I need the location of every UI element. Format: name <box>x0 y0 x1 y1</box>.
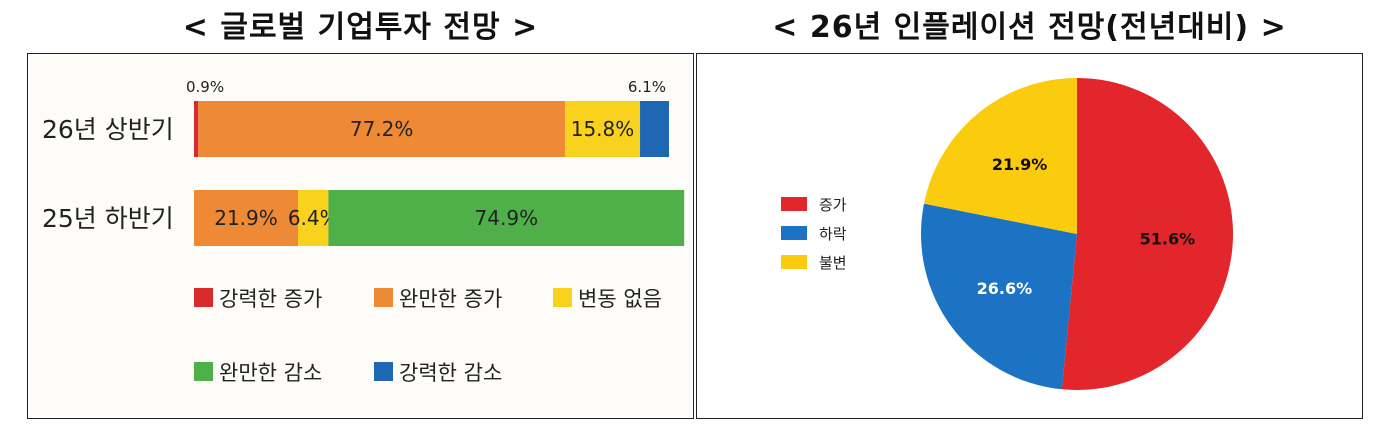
pie-legend-label-하락: 하락 <box>819 225 847 243</box>
legend-label-완만한-증가: 완만한 증가 <box>399 287 502 311</box>
chart-title-investment: < 글로벌 기업투자 전망 > <box>182 10 539 45</box>
data-label-26년-상반기-완만한-증가: 77.2% <box>350 117 414 141</box>
legend-swatch-완만한-증가 <box>374 288 393 307</box>
data-label-25년-하반기-완만한-감소: 74.9% <box>475 206 539 230</box>
pie-legend-label-불변: 불변 <box>819 254 847 272</box>
bar-segment-25년-하반기-완만한-감소 <box>328 190 685 246</box>
data-label-25년-하반기-완만한-증가: 21.9% <box>214 206 278 230</box>
pie-label-증가: 51.6% <box>1140 229 1196 248</box>
category-label-25년-하반기: 25년 하반기 <box>42 204 174 233</box>
pie-legend-swatch-하락 <box>781 226 807 240</box>
pie-legend-swatch-불변 <box>781 255 807 269</box>
legend-label-완만한-감소: 완만한 감소 <box>219 361 322 385</box>
chart-title-inflation: < 26년 인플레이션 전망(전년대비) > <box>772 10 1287 45</box>
bar-segment-26년-상반기-변동-없음 <box>564 101 641 157</box>
pie-label-불변: 21.9% <box>992 155 1048 174</box>
legend-label-변동-없음: 변동 없음 <box>578 287 662 311</box>
bar-segment-25년-하반기-완만한-증가 <box>194 190 299 246</box>
bar-segment-25년-하반기-변동-없음 <box>298 190 329 246</box>
legend-label-강력한-감소: 강력한 감소 <box>399 361 502 385</box>
data-label-26년-상반기-강력한-감소: 6.1% <box>628 78 666 96</box>
legend-swatch-강력한-감소 <box>374 362 393 381</box>
pie-slice-증가 <box>1061 78 1233 390</box>
investment-chart-panel: 26년 상반기 0.9% 77.2% 15.8% 6.1% 25년 하반기 21.9% 6.4… <box>27 53 694 419</box>
legend-swatch-완만한-감소 <box>194 362 213 381</box>
pie-slice-불변 <box>923 78 1077 234</box>
bar-segment-26년-상반기-완만한-증가 <box>198 101 565 157</box>
legend-swatch-강력한-증가 <box>194 288 213 307</box>
pie-legend-swatch-증가 <box>781 197 807 211</box>
pie-label-하락: 26.6% <box>977 279 1033 298</box>
data-label-26년-상반기-변동-없음: 15.8% <box>571 117 635 141</box>
bar-segment-26년-상반기-강력한-증가 <box>194 101 199 157</box>
pie-legend-label-증가: 증가 <box>819 196 847 214</box>
category-label-26년-상반기: 26년 상반기 <box>42 115 174 144</box>
pie-slice-하락 <box>921 203 1077 390</box>
data-label-26년-상반기-강력한-증가: 0.9% <box>186 78 224 96</box>
legend-swatch-변동-없음 <box>553 288 572 307</box>
legend-label-강력한-증가: 강력한 증가 <box>219 287 322 311</box>
bar-segment-26년-상반기-강력한-감소 <box>640 101 669 157</box>
